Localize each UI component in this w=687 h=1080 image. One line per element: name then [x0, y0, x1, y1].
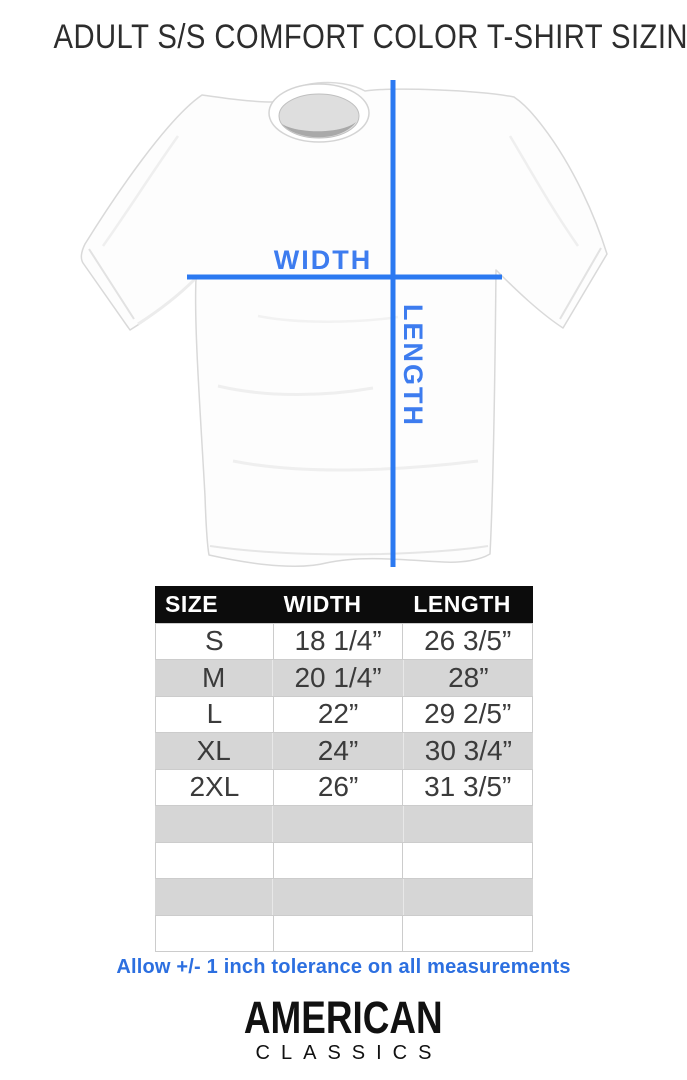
tshirt-body [80, 81, 608, 568]
table-row-m: M 20 1/4” 28” [155, 659, 533, 696]
length-label: LENGTH [398, 304, 428, 427]
tolerance-note: Allow +/- 1 inch tolerance on all measur… [116, 956, 571, 978]
cell-width: 26” [274, 770, 404, 805]
width-label: WIDTH [274, 245, 372, 275]
cell-size: M [155, 659, 274, 696]
cell-width: 18 1/4” [274, 624, 404, 659]
tshirt-graphic: WIDTH LENGTH [80, 80, 608, 568]
wrinkle-lines [101, 135, 580, 556]
tshirt-diagram: WIDTH LENGTH [58, 76, 628, 576]
cell-length: 28” [448, 661, 489, 693]
collar-opening [278, 93, 360, 139]
left-cuff-seam [88, 248, 135, 320]
page-title: ADULT S/S COMFORT COLOR T-SHIRT SIZING [53, 18, 687, 56]
size-table: SIZE WIDTH LENGTH S 18 1/4” 26 3/5” M 20… [155, 586, 533, 952]
cell-size: 2XL [156, 770, 274, 805]
brand-logo: AMERICAN CLASSICS [0, 995, 687, 1063]
table-row-xl: XL 24” 30 3/4” [155, 732, 533, 769]
table-row-l: L 22” 29 2/5” [155, 696, 533, 733]
page-title-row: ADULT S/S COMFORT COLOR T-SHIRT SIZING [0, 18, 687, 57]
cell-size: XL [155, 732, 274, 769]
table-row-empty [155, 805, 533, 842]
cell-width: 22” [274, 697, 404, 732]
header-size: SIZE [165, 591, 219, 617]
cell-size: S [156, 624, 274, 659]
size-table-header: SIZE WIDTH LENGTH [155, 586, 533, 623]
cell-size: L [156, 697, 274, 732]
cell-length: 29 2/5” [424, 698, 512, 729]
table-row-empty [155, 842, 533, 879]
cell-length: 31 3/5” [424, 771, 512, 802]
cell-length: 26 3/5” [424, 625, 512, 656]
collar-inner-shadow [282, 122, 356, 138]
header-width: WIDTH [283, 591, 362, 617]
logo-line-classics: CLASSICS [255, 1042, 443, 1064]
table-row-2xl: 2XL 26” 31 3/5” [155, 769, 533, 806]
table-row-empty [155, 915, 533, 952]
logo-line-american: AMERICAN [244, 992, 443, 1043]
cell-width: 20 1/4” [273, 659, 404, 696]
cell-width: 24” [273, 732, 404, 769]
cell-length: 30 3/4” [424, 734, 512, 766]
table-row-empty [155, 878, 533, 915]
right-cuff-seam [559, 247, 602, 320]
header-length: LENGTH [413, 591, 511, 617]
table-row-s: S 18 1/4” 26 3/5” [155, 623, 533, 660]
